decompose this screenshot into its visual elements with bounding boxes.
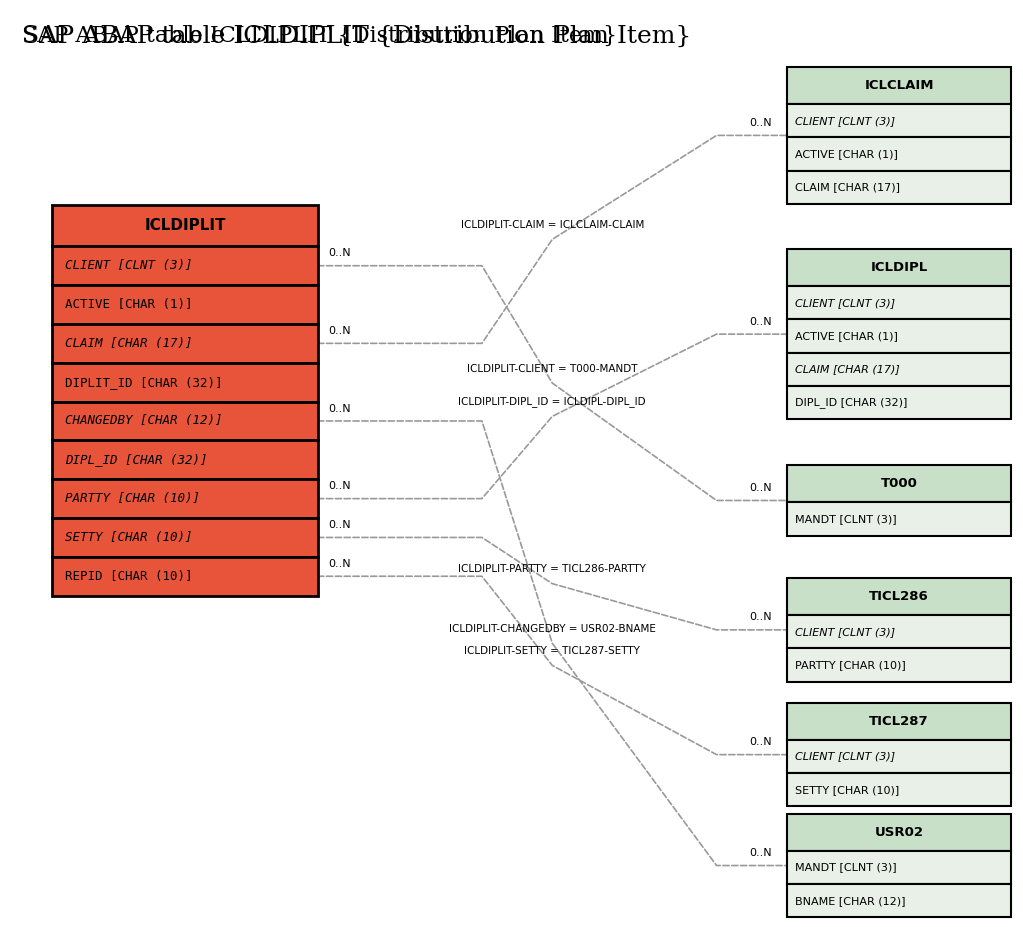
Text: ACTIVE [CHAR (1)]: ACTIVE [CHAR (1)] [795, 149, 898, 159]
Bar [787, 814, 1012, 851]
Bar [787, 249, 1012, 286]
Bar [787, 104, 1012, 137]
Text: MANDT [CLNT (3)]: MANDT [CLNT (3)] [795, 862, 897, 872]
Text: CLIENT [CLNT (3)]: CLIENT [CLNT (3)] [795, 116, 895, 126]
Text: ICLDIPL: ICLDIPL [871, 261, 928, 274]
Text: SAP ABAP table ICLDIPLIT {Distribution Plan Item}: SAP ABAP table ICLDIPLIT {Distribution P… [21, 24, 692, 47]
Text: DIPL_ID [CHAR (32)]: DIPL_ID [CHAR (32)] [795, 397, 907, 408]
Text: 0..N: 0..N [749, 737, 771, 747]
Text: DIPL_ID [CHAR (32)]: DIPL_ID [CHAR (32)] [64, 453, 207, 466]
Text: 0..N: 0..N [327, 248, 351, 259]
Text: TICL286: TICL286 [870, 590, 929, 603]
Text: MANDT [CLNT (3)]: MANDT [CLNT (3)] [795, 514, 897, 524]
Bar [52, 362, 318, 401]
Bar [52, 205, 318, 247]
Bar [787, 851, 1012, 884]
Text: SETTY [CHAR (10)]: SETTY [CHAR (10)] [64, 531, 192, 544]
Text: USR02: USR02 [875, 826, 924, 839]
Bar [787, 703, 1012, 740]
Text: 0..N: 0..N [749, 118, 771, 128]
Bar [787, 386, 1012, 419]
Text: 0..N: 0..N [327, 520, 351, 530]
Bar [52, 440, 318, 479]
Text: SETTY [CHAR (10)]: SETTY [CHAR (10)] [795, 785, 899, 794]
Bar [52, 324, 318, 362]
Text: CLIENT [CLNT (3)]: CLIENT [CLNT (3)] [795, 298, 895, 308]
Bar [52, 557, 318, 596]
Bar [787, 884, 1012, 918]
Bar [787, 171, 1012, 204]
Text: 0..N: 0..N [327, 481, 351, 491]
Text: PARTTY [CHAR (10)]: PARTTY [CHAR (10)] [795, 660, 906, 670]
Text: PARTTY [CHAR (10)]: PARTTY [CHAR (10)] [64, 492, 199, 505]
Text: ICLDIPLIT-PARTTY = TICL286-PARTTY: ICLDIPLIT-PARTTY = TICL286-PARTTY [458, 565, 647, 575]
Text: 0..N: 0..N [749, 317, 771, 326]
Text: 0..N: 0..N [749, 483, 771, 493]
Bar [787, 648, 1012, 681]
Text: 0..N: 0..N [749, 613, 771, 622]
Text: CLAIM [CHAR (17)]: CLAIM [CHAR (17)] [64, 337, 192, 349]
Bar [787, 465, 1012, 502]
Text: 0..N: 0..N [327, 326, 351, 336]
Text: REPID [CHAR (10)]: REPID [CHAR (10)] [64, 570, 192, 583]
Bar [787, 773, 1012, 806]
Text: TICL287: TICL287 [870, 715, 929, 728]
Bar [787, 740, 1012, 773]
Text: ACTIVE [CHAR (1)]: ACTIVE [CHAR (1)] [64, 298, 192, 311]
Text: CLAIM [CHAR (17)]: CLAIM [CHAR (17)] [795, 183, 900, 192]
Text: SAP ABAP table ICLDIPLIT {Distribution Plan Item}: SAP ABAP table ICLDIPLIT {Distribution P… [21, 24, 617, 46]
Bar [787, 502, 1012, 536]
Text: 0..N: 0..N [749, 848, 771, 858]
Bar [52, 401, 318, 440]
Text: ACTIVE [CHAR (1)]: ACTIVE [CHAR (1)] [795, 331, 898, 341]
Bar [52, 518, 318, 557]
Bar [52, 479, 318, 518]
Text: ICLDIPLIT: ICLDIPLIT [144, 218, 226, 233]
Text: ICLDIPLIT-CHANGEDBY = USR02-BNAME: ICLDIPLIT-CHANGEDBY = USR02-BNAME [449, 624, 656, 634]
Bar [787, 286, 1012, 319]
Bar [52, 286, 318, 324]
Text: 0..N: 0..N [327, 559, 351, 569]
Text: ICLDIPLIT-CLIENT = T000-MANDT: ICLDIPLIT-CLIENT = T000-MANDT [468, 364, 637, 374]
Text: BNAME [CHAR (12)]: BNAME [CHAR (12)] [795, 895, 905, 906]
Bar [787, 67, 1012, 104]
Text: CHANGEDBY [CHAR (12)]: CHANGEDBY [CHAR (12)] [64, 414, 222, 427]
Text: CLAIM [CHAR (17)]: CLAIM [CHAR (17)] [795, 364, 900, 375]
Text: CLIENT [CLNT (3)]: CLIENT [CLNT (3)] [795, 752, 895, 761]
Text: CLIENT [CLNT (3)]: CLIENT [CLNT (3)] [795, 627, 895, 637]
Bar [52, 247, 318, 286]
Text: ICLCLAIM: ICLCLAIM [864, 79, 934, 92]
Bar [787, 137, 1012, 171]
Text: T000: T000 [881, 477, 918, 490]
Text: ICLDIPLIT-CLAIM = ICLCLAIM-CLAIM: ICLDIPLIT-CLAIM = ICLCLAIM-CLAIM [460, 220, 644, 230]
Text: CLIENT [CLNT (3)]: CLIENT [CLNT (3)] [64, 260, 192, 273]
Text: DIPLIT_ID [CHAR (32)]: DIPLIT_ID [CHAR (32)] [64, 375, 222, 388]
Text: 0..N: 0..N [327, 403, 351, 413]
Bar [787, 616, 1012, 648]
Bar [787, 578, 1012, 616]
Text: ICLDIPLIT-DIPL_ID = ICLDIPL-DIPL_ID: ICLDIPLIT-DIPL_ID = ICLDIPL-DIPL_ID [458, 396, 647, 407]
Bar [787, 319, 1012, 352]
Text: ICLDIPLIT-SETTY = TICL287-SETTY: ICLDIPLIT-SETTY = TICL287-SETTY [464, 646, 640, 656]
Bar [787, 352, 1012, 386]
